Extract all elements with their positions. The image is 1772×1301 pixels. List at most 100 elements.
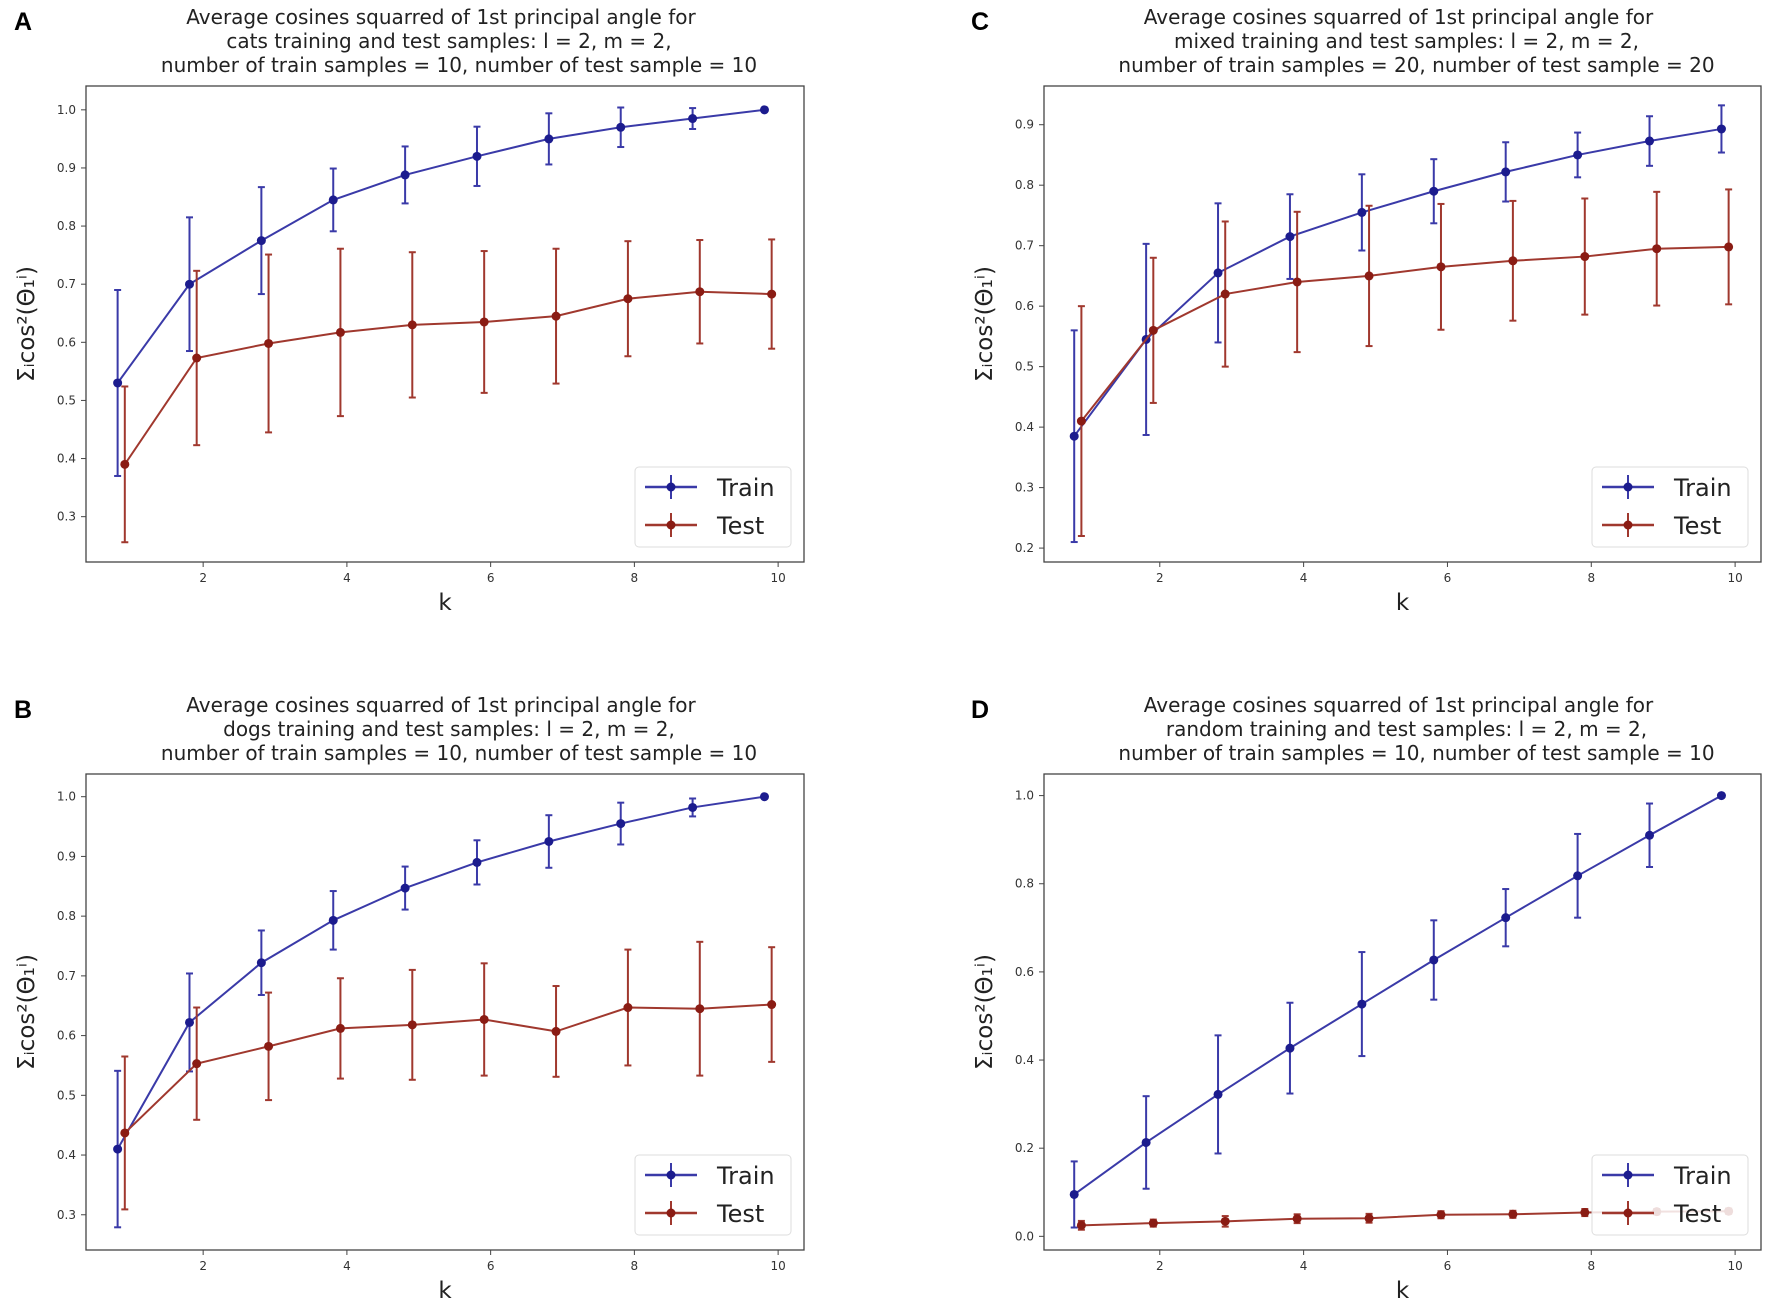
y-tick-label: 0.2 [1015,1141,1034,1155]
y-tick-label: 0.5 [57,1088,76,1102]
data-point [1148,325,1158,335]
data-point [767,289,777,299]
series-line [1073,127,1722,437]
data-point [1429,955,1439,965]
data-point [544,134,554,144]
legend-marker [666,1208,676,1218]
chart-title-line: mixed training and test samples: l = 2, … [1174,29,1639,53]
data-point [759,792,769,802]
series-test [120,238,777,544]
y-tick-label: 0.3 [57,1208,76,1222]
data-point [1364,271,1374,281]
data-point [113,1144,123,1154]
data-point [767,1000,777,1010]
x-tick-label: 4 [1300,571,1308,585]
chart-title-line: number of train samples = 10, number of … [1118,741,1714,765]
y-tick-label: 0.3 [1015,481,1034,495]
legend-marker [1623,482,1633,492]
data-point [1076,416,1086,426]
chart-title-line: number of train samples = 10, number of … [161,741,757,765]
y-tick-label: 1.0 [57,103,76,117]
y-tick-label: 0.2 [1015,541,1034,555]
data-point [472,151,482,161]
panel-letter: C [971,8,989,36]
chart-title-line: Average cosines squarred of 1st principa… [1144,5,1654,29]
data-point [1220,1216,1230,1226]
x-tick-label: 2 [199,571,207,585]
legend: Train Test [634,466,792,548]
data-point [1069,1189,1079,1199]
series-line [1080,245,1729,422]
x-axis-label: k [1396,590,1410,616]
data-point [623,294,633,304]
y-tick-label: 0.7 [57,969,76,983]
series-line [123,290,772,465]
y-tick-label: 0.6 [57,335,76,349]
y-tick-label: 0.6 [1015,965,1034,979]
data-point [479,317,489,327]
data-point [328,195,338,205]
legend-label: Train [1673,474,1732,502]
data-point [184,279,194,289]
x-tick-label: 2 [199,1259,207,1273]
y-tick-label: 0.8 [1015,877,1034,891]
data-point [400,883,410,893]
y-tick-label: 0.9 [1015,118,1034,132]
x-tick-label: 8 [631,571,639,585]
data-point [1724,242,1734,252]
data-point [1645,136,1655,146]
data-point [1573,150,1583,160]
data-point [1716,791,1726,801]
y-axis-label: Σᵢcos²(Θ₁ⁱ) [972,266,998,382]
panel-letter: D [971,696,989,724]
panel-b: B Average cosines squarred of 1st princip… [14,693,805,1301]
y-tick-label: 0.8 [57,909,76,923]
x-tick-label: 8 [1587,1259,1595,1273]
data-point [1716,124,1726,134]
data-point [616,819,626,829]
legend-label: Train [716,1162,775,1190]
y-tick-label: 0.4 [57,452,76,466]
legend: Train Test [634,1154,792,1236]
legend: Train Test [1591,1154,1749,1236]
x-tick-label: 2 [1156,571,1164,585]
y-tick-label: 1.0 [1015,789,1034,803]
data-point [120,1128,130,1138]
legend-label: Test [1673,512,1721,540]
series-train [113,105,769,477]
panel-letter: B [14,696,32,724]
x-tick-label: 4 [343,1259,351,1273]
data-point [479,1014,489,1024]
data-point [192,353,202,363]
y-tick-label: 0.8 [1015,178,1034,192]
series-line [1073,794,1722,1196]
data-point [1148,1218,1158,1228]
x-tick-label: 2 [1156,1259,1164,1273]
legend-marker [1623,520,1633,530]
data-point [407,1020,417,1030]
series-train [1069,791,1726,1229]
legend-marker [666,482,676,492]
legend-marker [666,1170,676,1180]
y-tick-label: 0.4 [57,1148,76,1162]
data-point [335,1023,345,1033]
data-point [1501,913,1511,923]
x-axis-label: k [438,590,452,616]
chart-title-line: cats training and test samples: l = 2, m… [226,29,671,53]
data-point [400,170,410,180]
data-point [1580,252,1590,262]
legend-marker [666,520,676,530]
y-axis-label: Σᵢcos²(Θ₁ⁱ) [14,266,40,382]
data-point [1213,1089,1223,1099]
series-test [1076,188,1734,537]
data-point [1573,871,1583,881]
legend-label: Train [1673,1162,1732,1190]
data-point [1508,256,1518,266]
y-tick-label: 0.0 [1015,1229,1034,1243]
data-point [1501,167,1511,177]
data-point [1652,244,1662,254]
y-axis-label: Σᵢcos²(Θ₁ⁱ) [14,954,40,1070]
series-train [113,792,769,1229]
y-tick-label: 0.9 [57,849,76,863]
